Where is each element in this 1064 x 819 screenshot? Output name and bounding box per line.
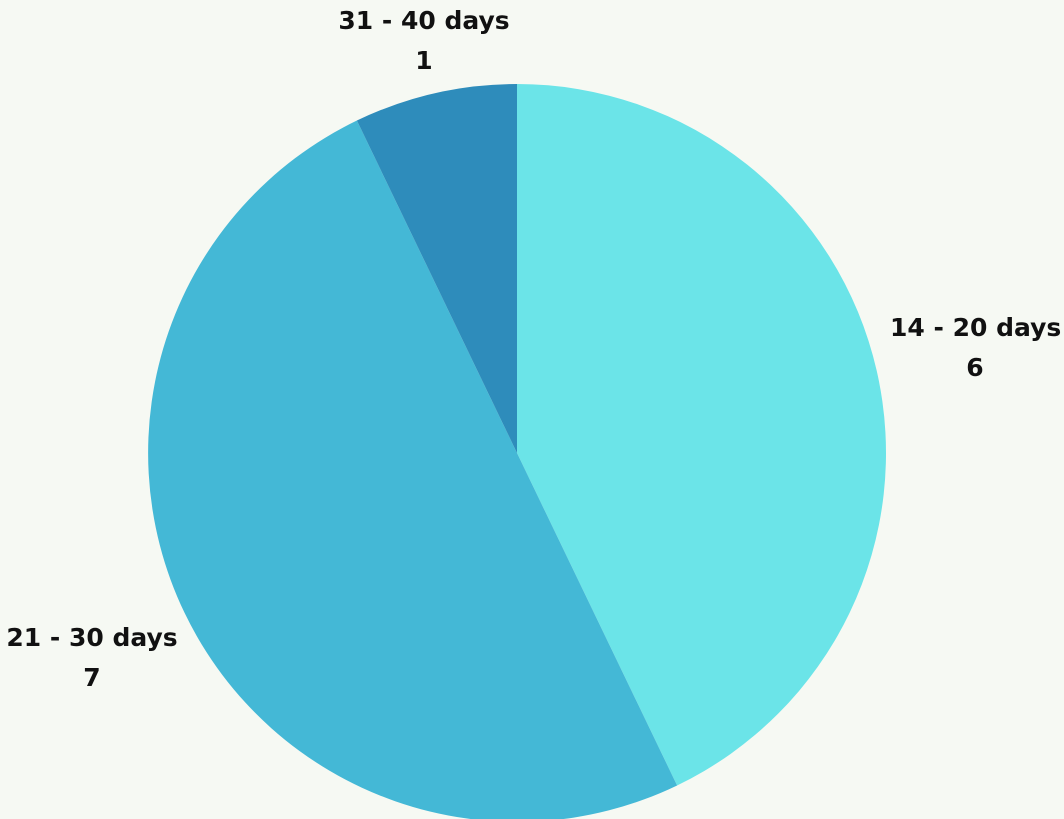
slice-label-31-40-days: 31 - 40 days 1 bbox=[336, 1, 512, 81]
slice-value-label: 7 bbox=[83, 663, 101, 692]
slice-label-14-20-days: 14 - 20 days 6 bbox=[890, 308, 1062, 388]
pie-slice-31-40-days bbox=[356, 84, 517, 453]
pie-slice-14-20-days bbox=[517, 84, 886, 786]
slice-value-label: 1 bbox=[415, 46, 433, 75]
slice-category-label: 14 - 20 days bbox=[890, 313, 1062, 342]
slice-category-label: 31 - 40 days bbox=[338, 6, 510, 35]
slice-label-21-30-days: 21 - 30 days 7 bbox=[6, 618, 178, 698]
slice-category-label: 21 - 30 days bbox=[6, 623, 178, 652]
slice-value-label: 6 bbox=[966, 353, 984, 382]
pie-slice-21-30-days bbox=[148, 120, 678, 819]
